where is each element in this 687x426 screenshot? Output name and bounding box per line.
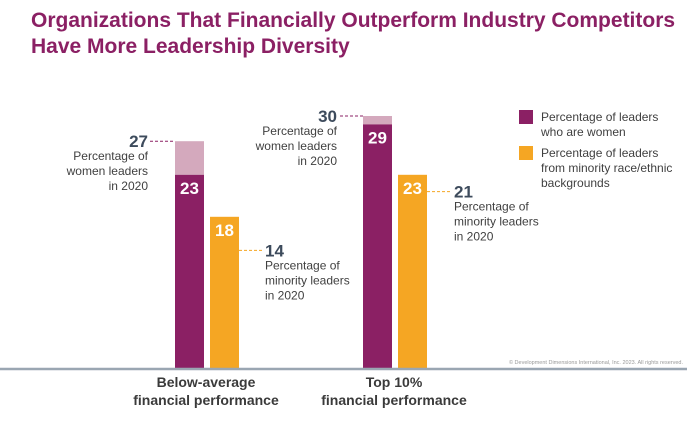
women-2020-note-line: Percentage of [73,149,148,163]
bar-women-value-label: 23 [180,179,199,198]
women-2020-top-note-line: women leaders [255,139,337,153]
legend-label-minority-line: backgrounds [541,176,610,190]
bar-minority [210,216,239,368]
category-label-line: Below-average [157,374,256,390]
legend-swatch-minority [519,146,533,160]
bar-women [363,124,392,369]
women-2020-note: Percentage of women leaders in 2020 [66,149,149,193]
women-2020-note-line: women leaders [66,164,148,178]
minority-2020-top-value: 21 [454,183,473,202]
bar-women-value-label: 29 [368,128,387,147]
minority-2020-note-line: in 2020 [265,288,305,302]
legend-label-minority: Percentage of leaders from minority race/… [541,146,672,190]
legend-label-women-line: who are women [540,125,626,139]
category-label: Below-average financial performance [133,374,279,408]
women-2020-top-value: 30 [318,107,337,126]
minority-2020-note-line: minority leaders [265,273,350,287]
minority-2020-note: Percentage of minority leaders in 2020 [265,258,350,302]
legend-label-minority-line: Percentage of leaders [541,146,658,160]
minority-2020-top-note-line: Percentage of [454,200,529,214]
women-2020-top-note-line: Percentage of [262,124,337,138]
minority-2020-value: 14 [265,241,284,260]
bar-minority [398,174,427,368]
bar-women [175,174,204,368]
minority-2020-top-note-line: minority leaders [454,215,539,229]
bar-women-2020-segment [175,141,204,175]
minority-2020-note-line: Percentage of [265,258,340,272]
bar-minority-value-label: 18 [215,221,234,240]
chart-title-line-2: Have More Leadership Diversity [31,35,350,58]
bar-women-2020-segment [363,116,392,125]
legend-label-minority-line: from minority race/ethnic [541,161,672,175]
legend-label-women: Percentage of leaders who are women [540,110,658,139]
category-label-line: financial performance [133,392,279,408]
category-label-line: financial performance [321,392,467,408]
minority-2020-top-note: Percentage of minority leaders in 2020 [454,200,539,244]
chart-title: Organizations That Financially Outperfor… [31,8,675,60]
chart-title-line-1: Organizations That Financially Outperfor… [31,9,676,32]
women-2020-note-line: in 2020 [109,179,149,193]
women-2020-top-note: Percentage of women leaders in 2020 [255,124,338,168]
legend-label-women-line: Percentage of leaders [541,110,658,124]
women-2020-value: 27 [129,132,148,151]
category-label-line: Top 10% [366,374,423,390]
copyright-note: © Development Dimensions International, … [509,359,684,366]
legend-swatch-women [519,110,533,124]
category-label: Top 10% financial performance [321,374,467,408]
bar-minority-value-label: 23 [403,179,422,198]
minority-2020-top-note-line: in 2020 [454,230,494,244]
women-2020-top-note-line: in 2020 [298,154,338,168]
